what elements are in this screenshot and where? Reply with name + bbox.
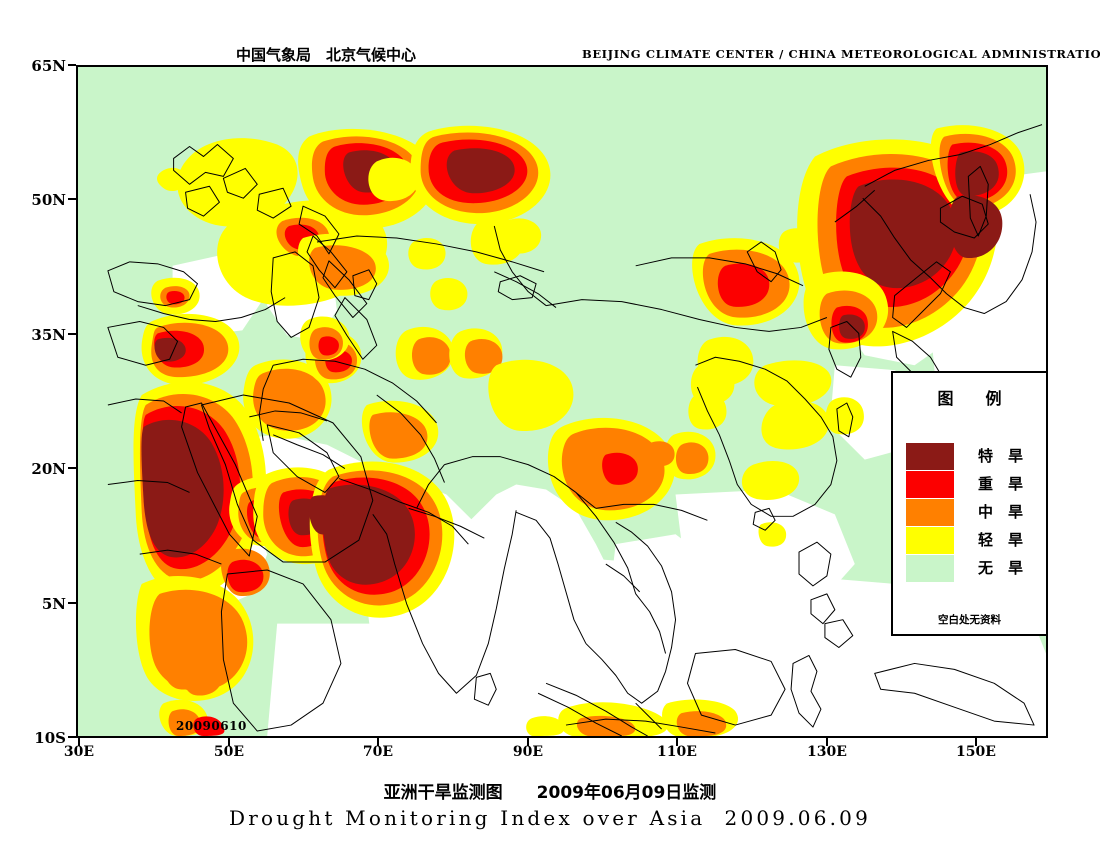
y-tick-mark — [68, 333, 76, 335]
y-tick-mark — [68, 736, 76, 738]
x-axis-tick-130e: 130E — [807, 744, 847, 760]
x-tick-mark — [377, 738, 379, 746]
legend-row-light-drought: 轻 旱 — [906, 526, 1023, 554]
header-organization-en: BEIJING CLIMATE CENTER / CHINA METEOROLO… — [582, 47, 1100, 61]
drought-map-canvas — [78, 67, 1046, 736]
y-axis-tick-50n: 50N — [31, 191, 66, 209]
x-axis-tick-110e: 110E — [657, 744, 697, 760]
x-tick-mark — [826, 738, 828, 746]
legend-label-moderate-drought: 中 旱 — [978, 502, 1024, 521]
legend-panel: 图 例 特 旱 重 旱 中 旱 轻 旱 无 旱 空白处无资料 — [891, 371, 1048, 636]
legend-label-severe-drought: 重 旱 — [978, 474, 1024, 493]
x-axis-tick-150e: 150E — [956, 744, 996, 760]
y-tick-mark — [68, 467, 76, 469]
y-tick-mark — [68, 602, 76, 604]
x-axis-tick-30e: 30E — [63, 744, 95, 760]
y-tick-mark — [68, 198, 76, 200]
legend-title: 图 例 — [937, 389, 1002, 408]
figure-title-cn: 亚洲干旱监测图 2009年06月09日监测 — [383, 783, 717, 803]
header-organization-cn: 中国气象局 北京气候中心 — [236, 46, 417, 64]
x-tick-mark — [527, 738, 529, 746]
x-axis-tick-70e: 70E — [362, 744, 394, 760]
legend-no-data-note: 空白处无资料 — [938, 614, 1001, 626]
legend-row-no-drought: 无 旱 — [906, 554, 1023, 582]
legend-label-light-drought: 轻 旱 — [978, 530, 1024, 549]
y-axis-tick-5n: 5N — [41, 595, 66, 613]
legend-label-extreme-drought: 特 旱 — [978, 446, 1024, 465]
legend-row-moderate-drought: 中 旱 — [906, 498, 1023, 526]
x-tick-mark — [975, 738, 977, 746]
drought-contours — [133, 125, 1025, 736]
x-axis-tick-90e: 90E — [512, 744, 544, 760]
legend-label-no-drought: 无 旱 — [978, 558, 1024, 577]
legend-entries: 特 旱 重 旱 中 旱 轻 旱 无 旱 — [906, 442, 1023, 582]
legend-swatch-moderate-drought — [906, 498, 954, 526]
legend-row-extreme-drought: 特 旱 — [906, 442, 1023, 470]
y-tick-mark — [68, 64, 76, 66]
map-generation-timestamp: 20090610 — [176, 719, 247, 733]
figure-title-en: Drought Monitoring Index over Asia 2009.… — [228, 806, 872, 830]
x-axis-tick-50e: 50E — [213, 744, 245, 760]
legend-swatch-no-drought — [906, 554, 954, 582]
y-axis-tick-65n: 65N — [31, 57, 66, 75]
legend-swatch-extreme-drought — [906, 442, 954, 470]
legend-swatch-light-drought — [906, 526, 954, 554]
map-plot-area — [76, 65, 1048, 738]
x-tick-mark — [78, 738, 80, 746]
x-tick-mark — [228, 738, 230, 746]
x-tick-mark — [676, 738, 678, 746]
y-axis-tick-35n: 35N — [31, 326, 66, 344]
y-axis-tick-10s: 10S — [34, 729, 66, 747]
y-axis-tick-20n: 20N — [31, 460, 66, 478]
legend-row-severe-drought: 重 旱 — [906, 470, 1023, 498]
legend-swatch-severe-drought — [906, 470, 954, 498]
